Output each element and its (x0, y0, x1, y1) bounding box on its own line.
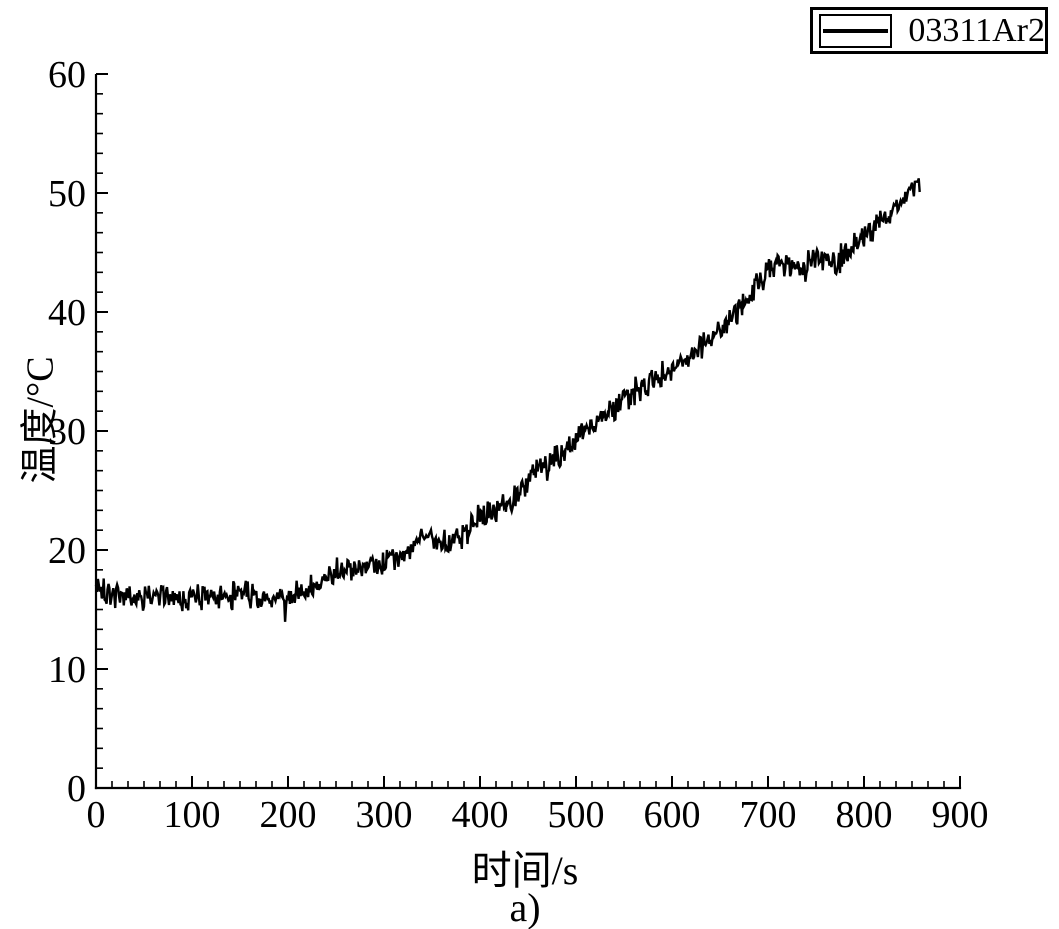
svg-text:800: 800 (836, 794, 893, 836)
svg-text:0: 0 (87, 794, 106, 836)
legend-line-icon (823, 28, 889, 33)
svg-text:300: 300 (356, 794, 413, 836)
svg-text:0: 0 (67, 768, 86, 810)
svg-text:30: 30 (48, 411, 86, 453)
x-axis-title: 时间/s (471, 848, 579, 893)
series-lines (94, 178, 921, 622)
legend-line-sample (819, 13, 893, 48)
axis-ticks (95, 73, 961, 789)
svg-text:40: 40 (48, 292, 86, 334)
svg-text:50: 50 (48, 173, 86, 215)
svg-text:100: 100 (164, 794, 221, 836)
axis-tick-labels: 0 100 200 300 400 500 600 700 800 900 0 10 20 30 40 50 6… (48, 54, 989, 836)
svg-text:10: 10 (48, 649, 86, 691)
legend-series-label: 03311Ar2 (908, 11, 1045, 49)
subfigure-caption: a) (509, 885, 541, 929)
svg-text:700: 700 (740, 794, 797, 836)
svg-text:60: 60 (48, 54, 86, 96)
svg-text:400: 400 (452, 794, 509, 836)
svg-text:600: 600 (644, 794, 701, 836)
series-line-03311Ar2 (94, 178, 921, 622)
svg-text:200: 200 (260, 794, 317, 836)
svg-text:900: 900 (932, 794, 989, 836)
legend: 03311Ar2 (810, 7, 1048, 54)
svg-text:20: 20 (48, 530, 86, 572)
axes (94, 74, 962, 790)
y-axis-title: 温度/°C (19, 356, 62, 484)
svg-text:500: 500 (548, 794, 605, 836)
